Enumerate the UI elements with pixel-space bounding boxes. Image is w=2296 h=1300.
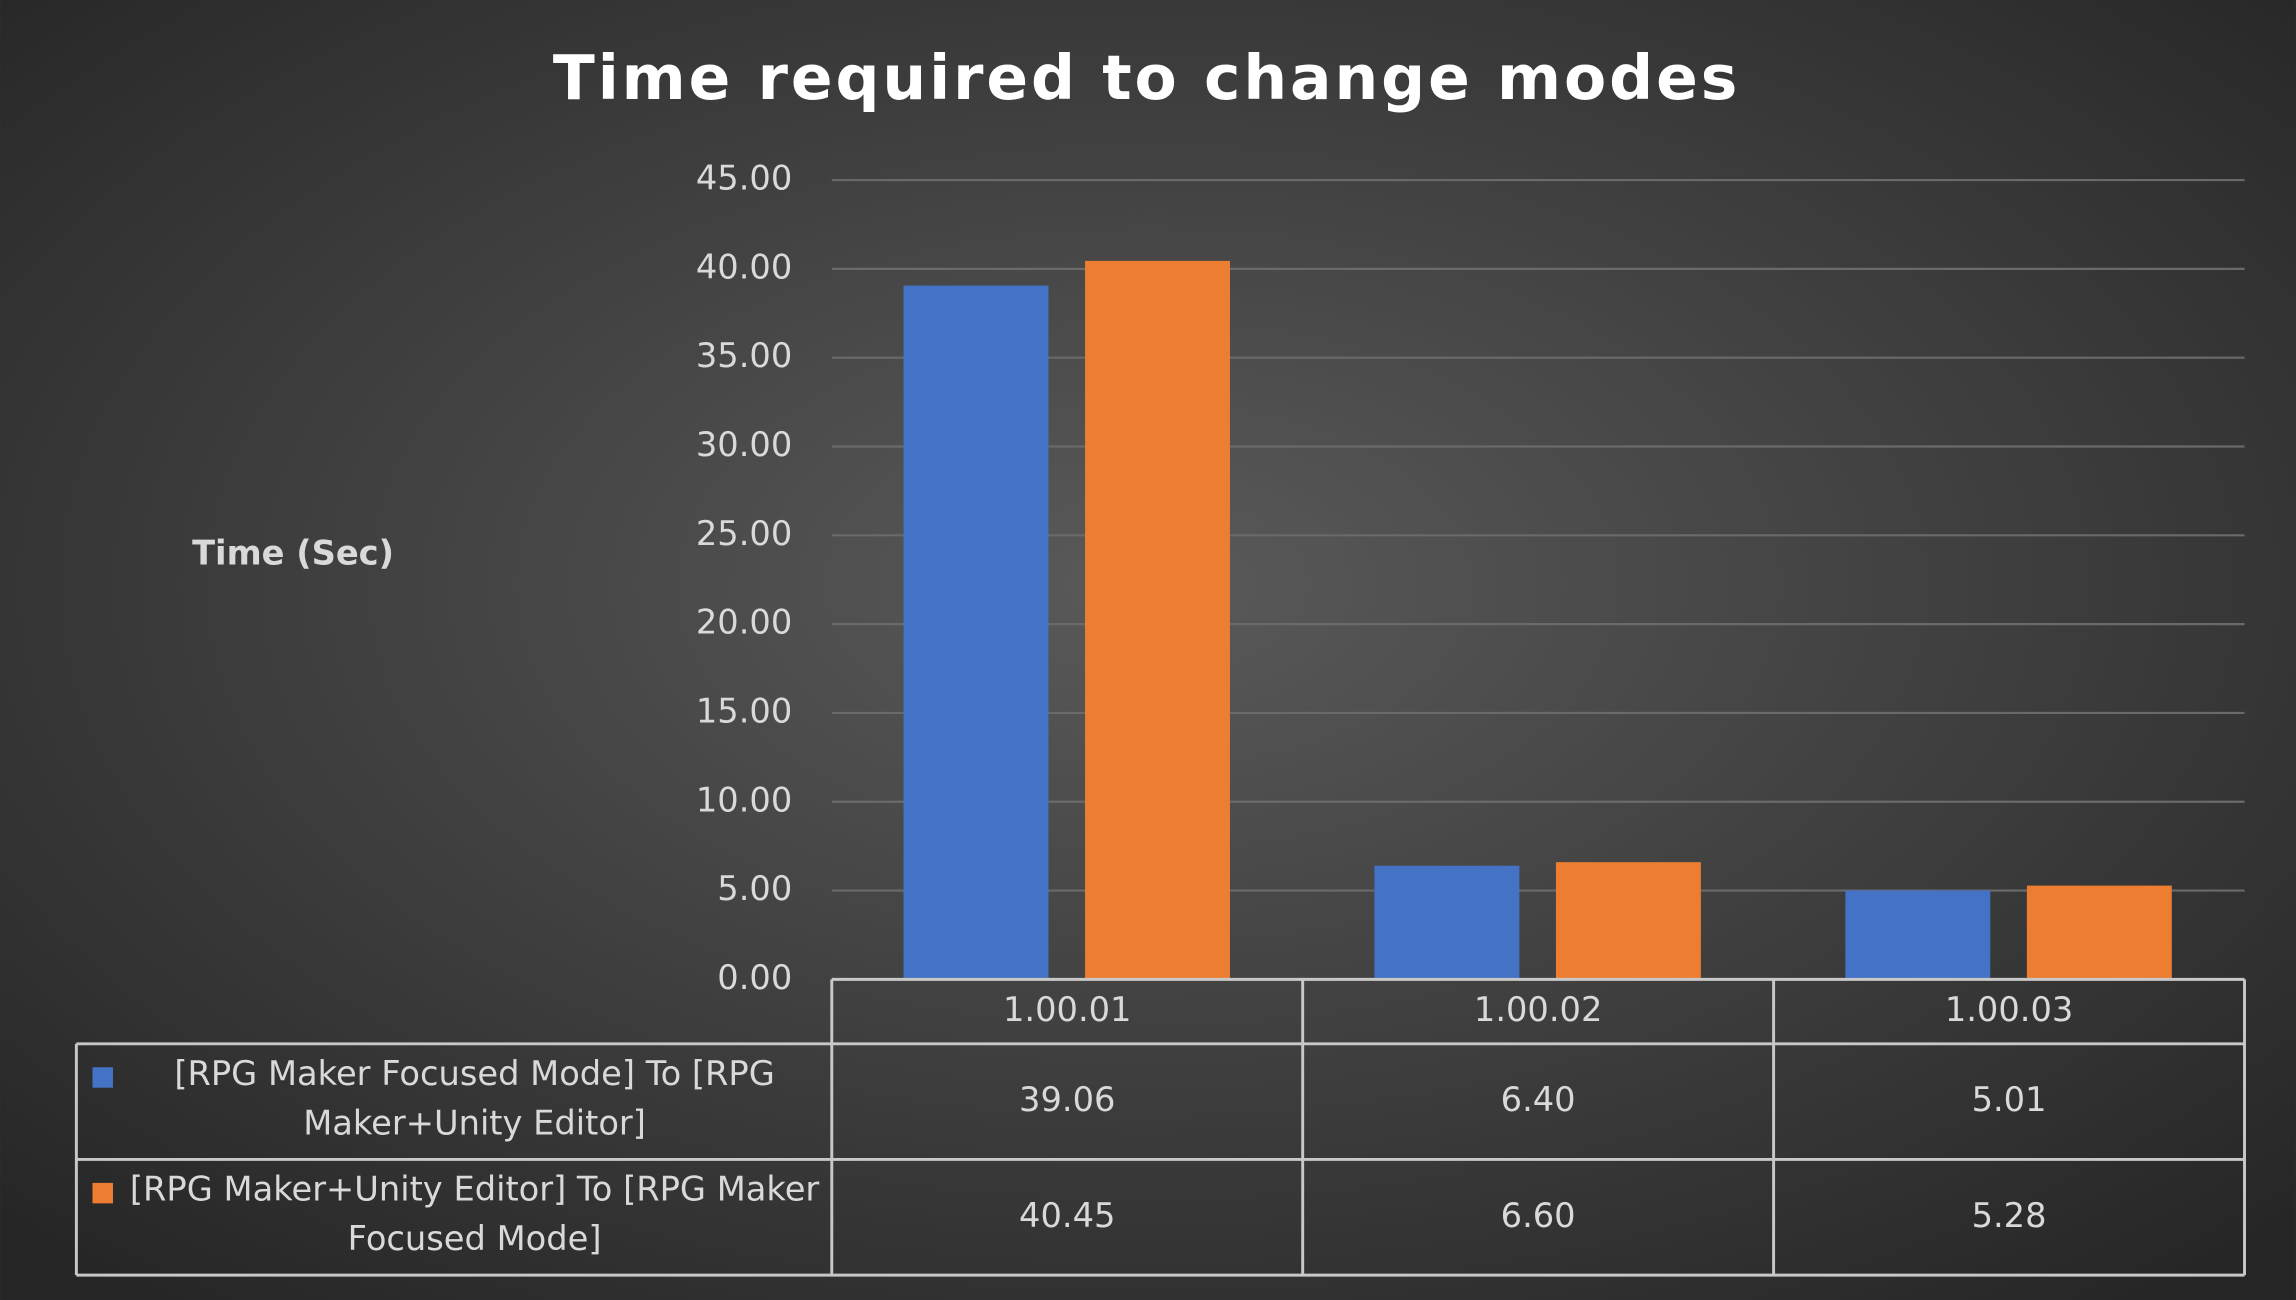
legend-entry: [RPG Maker+Unity Editor] To [RPG Maker F… (129, 1171, 820, 1260)
table-value: 40.45 (1019, 1196, 1115, 1235)
x-tick-label: 1.00.01 (1003, 990, 1131, 1029)
y-tick-label: 15.00 (696, 691, 792, 730)
legend-swatch (92, 1182, 113, 1204)
table-value: 6.40 (1501, 1080, 1576, 1119)
y-tick-label: 45.00 (696, 159, 792, 198)
table-value: 6.60 (1501, 1196, 1576, 1235)
y-tick-label: 35.00 (696, 336, 792, 375)
legend-label: [RPG Maker Focused Mode] To [RPG Maker+U… (174, 1055, 775, 1144)
y-tick-label: 30.00 (696, 425, 792, 464)
legend-entry: [RPG Maker Focused Mode] To [RPG Maker+U… (174, 1055, 775, 1144)
legend-swatch (92, 1067, 113, 1088)
bar (1555, 862, 1701, 980)
x-tick-label: 1.00.03 (1945, 990, 2073, 1029)
bar (903, 285, 1049, 980)
y-tick-label: 10.00 (696, 780, 792, 819)
bar (1374, 865, 1520, 980)
y-tick-label: 25.00 (696, 514, 792, 553)
y-tick-label: 40.00 (696, 247, 792, 286)
table-value: 39.06 (1019, 1080, 1115, 1119)
chart-title: Time required to change modes (553, 43, 1740, 114)
table-value: 5.01 (1972, 1080, 2047, 1119)
bar (1845, 890, 1991, 980)
y-tick-label: 0.00 (717, 958, 792, 997)
y-axis-label: Time (Sec) (192, 533, 394, 572)
y-tick-label: 5.00 (717, 869, 792, 908)
table-value: 5.28 (1972, 1196, 2047, 1235)
legend-label: [RPG Maker+Unity Editor] To [RPG Maker F… (129, 1171, 820, 1260)
bar (2026, 885, 2172, 980)
bar (1085, 260, 1230, 980)
y-tick-label: 20.00 (696, 603, 792, 642)
x-tick-label: 1.00.02 (1474, 990, 1602, 1029)
